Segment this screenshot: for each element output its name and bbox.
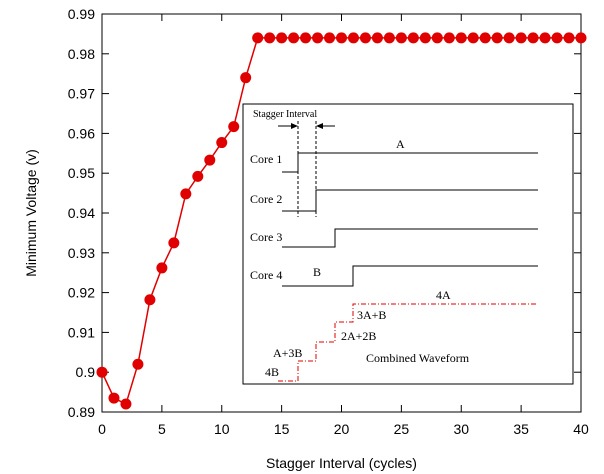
y-tick-label: 0.94 <box>68 205 95 221</box>
data-point <box>527 32 539 44</box>
step-label-3ab: 3A+B <box>357 308 386 322</box>
data-point <box>144 294 156 306</box>
data-point <box>491 32 503 44</box>
data-point <box>539 32 551 44</box>
step-label-a3b: A+3B <box>273 346 302 360</box>
data-point <box>336 32 347 44</box>
inset-stagger-label: Stagger Interval <box>253 109 317 120</box>
core-3-waveform <box>282 228 538 248</box>
y-tick-label: 0.91 <box>68 324 95 340</box>
data-point <box>156 262 168 274</box>
x-axis-ticks: 0 5 10 15 20 25 30 35 40 <box>98 14 589 437</box>
y-tick-label: 0.98 <box>68 46 95 62</box>
data-point <box>168 237 180 249</box>
data-point <box>407 32 419 44</box>
data-point <box>300 32 312 44</box>
y-tick-label: 0.93 <box>68 245 95 261</box>
data-point <box>443 32 455 44</box>
data-point <box>252 32 264 44</box>
data-point <box>240 72 252 84</box>
stagger-arrowhead-left <box>291 123 298 129</box>
data-point <box>228 121 240 133</box>
core-2-label: Core 2 <box>250 192 282 206</box>
y-axis-ticks: 0.89 0.9 0.91 0.92 0.93 0.94 0.95 0.96 0.97 0.98 0… <box>68 6 581 420</box>
x-tick-label: 20 <box>334 421 350 437</box>
data-point <box>371 32 383 44</box>
data-point <box>276 32 288 44</box>
data-point <box>180 188 192 200</box>
data-point <box>192 170 204 182</box>
waveform-label-a: A <box>396 137 405 151</box>
y-tick-label: 0.95 <box>68 165 95 181</box>
data-point <box>324 32 336 44</box>
x-axis-label: Stagger Interval (cycles) <box>266 455 417 471</box>
data-point <box>395 32 407 44</box>
step-label-4a: 4A <box>436 288 451 302</box>
data-point <box>551 32 563 44</box>
inset-box <box>242 103 574 385</box>
data-point <box>575 32 587 44</box>
combined-waveform-label: Combined Waveform <box>366 351 470 365</box>
data-point <box>347 32 359 44</box>
data-point <box>467 32 479 44</box>
data-point <box>264 32 276 44</box>
y-tick-label: 0.89 <box>68 404 95 420</box>
data-point <box>383 32 395 44</box>
y-tick-label: 0.97 <box>68 86 95 102</box>
data-point <box>288 32 300 44</box>
x-tick-label: 15 <box>274 421 290 437</box>
data-point <box>503 32 515 44</box>
y-axis-label: Minimum Voltage (v) <box>23 149 39 277</box>
data-point <box>96 366 108 378</box>
x-tick-label: 5 <box>158 421 166 437</box>
y-tick-label: 0.92 <box>68 285 95 301</box>
data-point <box>431 32 443 44</box>
combined-waveform <box>278 303 538 382</box>
data-point <box>108 392 120 404</box>
data-point <box>563 32 575 44</box>
waveform-label-b: B <box>313 265 321 279</box>
x-tick-label: 25 <box>394 421 410 437</box>
core-3-label: Core 3 <box>250 230 282 244</box>
core-2-waveform <box>282 189 538 212</box>
x-tick-label: 40 <box>573 421 589 437</box>
y-tick-label: 0.96 <box>68 125 95 141</box>
data-point <box>204 154 216 166</box>
y-tick-label: 0.9 <box>76 364 96 380</box>
step-label-4b: 4B <box>265 365 279 379</box>
y-tick-label: 0.99 <box>68 6 95 22</box>
core-1-waveform <box>282 152 538 173</box>
stagger-arrowhead-right <box>316 123 323 129</box>
x-tick-label: 10 <box>214 421 230 437</box>
step-label-2a2b: 2A+2B <box>341 329 376 343</box>
core-4-label: Core 4 <box>250 268 282 282</box>
data-point <box>120 398 132 410</box>
data-point <box>216 137 228 149</box>
core-4-waveform <box>282 265 538 287</box>
data-point <box>132 358 144 370</box>
inset-diagram: Stagger Interval Core 1 A Core 2 Core 3 … <box>242 103 574 385</box>
x-tick-label: 30 <box>453 421 469 437</box>
core-1-label: Core 1 <box>250 152 282 166</box>
data-point <box>312 32 324 44</box>
x-tick-label: 0 <box>98 421 106 437</box>
data-point <box>359 32 371 44</box>
x-tick-label: 35 <box>513 421 529 437</box>
data-point <box>479 32 491 44</box>
data-point <box>455 32 467 44</box>
data-point <box>419 32 431 44</box>
series-points <box>96 32 587 410</box>
data-point <box>515 32 527 44</box>
